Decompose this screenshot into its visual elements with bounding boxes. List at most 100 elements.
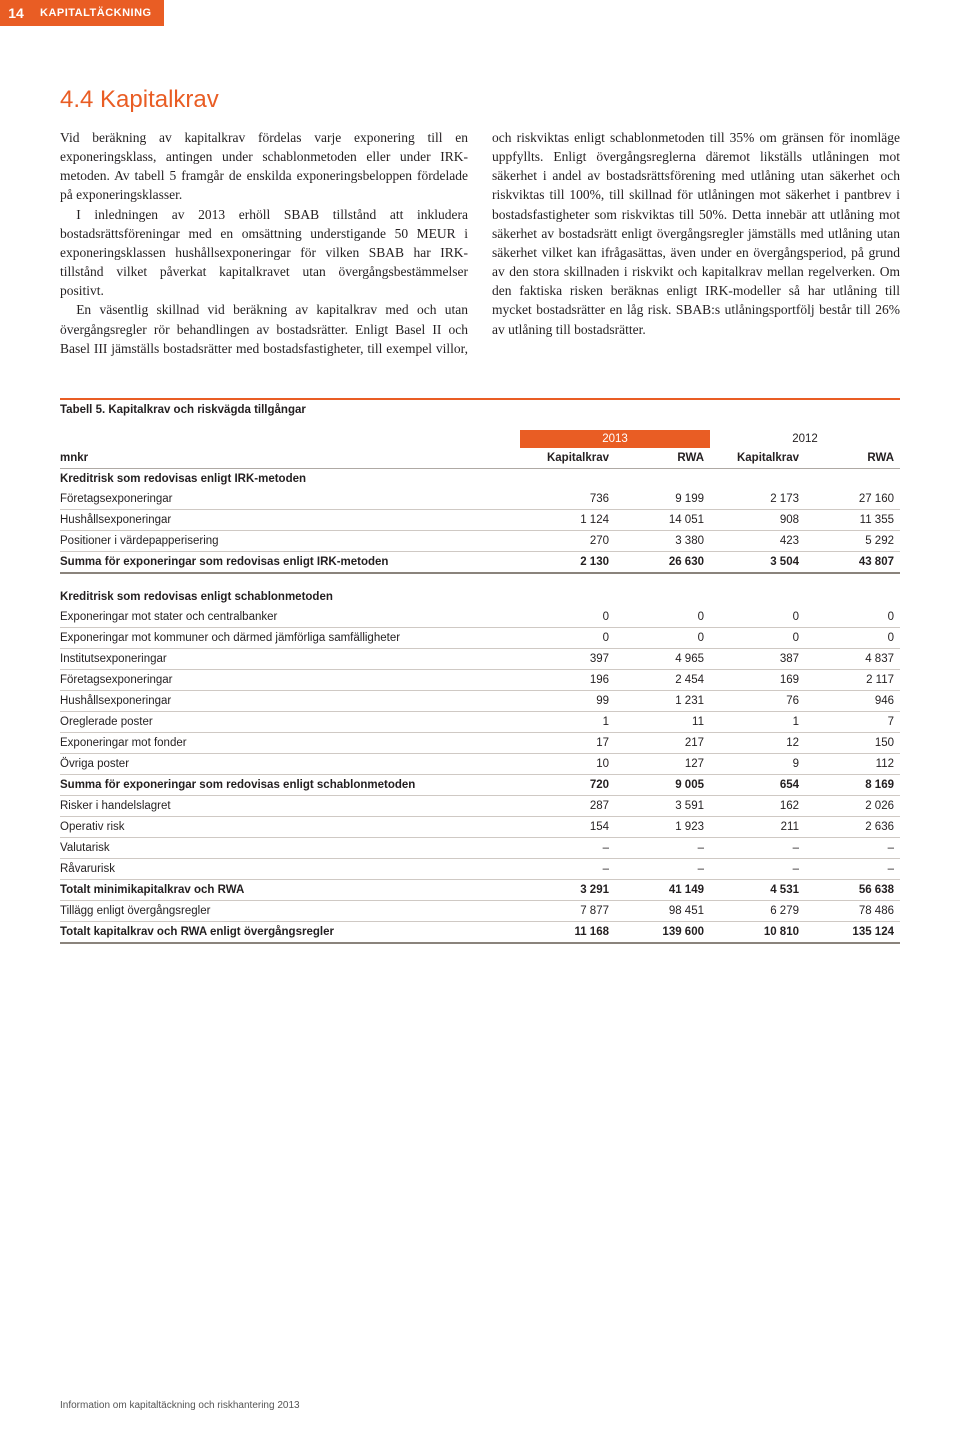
row-val-d: 56 638 [805,879,900,900]
row-val-c: 908 [710,509,805,530]
row-val-a: 17 [520,732,615,753]
row-label: Exponeringar mot fonder [60,732,520,753]
row-val-c: 10 810 [710,921,805,943]
row-val-a: 270 [520,530,615,551]
row-val-c: – [710,858,805,879]
col-kap-2013: Kapitalkrav [520,448,615,469]
row-label: Totalt minimikapitalkrav och RWA [60,879,520,900]
row-val-a: 397 [520,648,615,669]
section-4-row: Tillägg enligt övergångsregler7 87798 45… [60,900,900,921]
row-val-b: 139 600 [615,921,710,943]
page-header: 14 KAPITALTÄCKNING [0,0,960,26]
row-val-a: 0 [520,607,615,628]
table-rule [60,398,900,400]
row-val-c: 211 [710,816,805,837]
unit-label: mnkr [60,448,520,469]
row-val-c: – [710,837,805,858]
section-3-rows: Risker i handelslagret2873 5911622 026Op… [60,795,900,879]
row-val-c: 423 [710,530,805,551]
row-val-b: 9 199 [615,489,710,510]
year-2013: 2013 [520,430,710,448]
row-val-d: 4 837 [805,648,900,669]
row-label: Operativ risk [60,816,520,837]
row-val-a: 287 [520,795,615,816]
table-row: Institutsexponeringar3974 9653874 837 [60,648,900,669]
row-val-d: 78 486 [805,900,900,921]
section-1-head: Kreditrisk som redovisas enligt IRK-meto… [60,468,900,489]
row-val-d: 2 026 [805,795,900,816]
row-label: Tillägg enligt övergångsregler [60,900,520,921]
row-label: Summa för exponeringar som redovisas enl… [60,551,520,573]
col-kap-2012: Kapitalkrav [710,448,805,469]
row-val-d: 27 160 [805,489,900,510]
section-3-sum: Totalt minimikapitalkrav och RWA3 29141 … [60,879,900,900]
row-label: Övriga poster [60,753,520,774]
row-val-a: 0 [520,627,615,648]
section-1-sum: Summa för exponeringar som redovisas enl… [60,551,900,573]
row-val-b: – [615,837,710,858]
row-val-b: 11 [615,711,710,732]
section-2-head: Kreditrisk som redovisas enligt schablon… [60,587,900,607]
row-val-a: 720 [520,774,615,795]
section-name: KAPITALTÄCKNING [32,0,164,26]
row-val-c: 162 [710,795,805,816]
row-val-c: 0 [710,627,805,648]
row-val-d: 2 117 [805,669,900,690]
page-content: 4.4 Kapitalkrav Vid beräkning av kapital… [0,26,960,944]
body-text: Vid beräkning av kapitalkrav fördelas va… [60,128,900,358]
table-row: Risker i handelslagret2873 5911622 026 [60,795,900,816]
section-2-rows: Exponeringar mot stater och centralbanke… [60,607,900,775]
row-label: Exponeringar mot stater och centralbanke… [60,607,520,628]
row-val-d: 5 292 [805,530,900,551]
para-2: I inledningen av 2013 erhöll SBAB tillst… [60,205,468,301]
page-footer: Information om kapitaltäckning och riskh… [60,1400,300,1411]
row-val-b: 0 [615,627,710,648]
row-val-c: 169 [710,669,805,690]
row-val-a: 736 [520,489,615,510]
table-row: Råvarurisk–––– [60,858,900,879]
row-val-c: 654 [710,774,805,795]
row-label: Valutarisk [60,837,520,858]
table-row: Oreglerade poster11117 [60,711,900,732]
row-val-d: 0 [805,627,900,648]
year-row: 2013 2012 [60,430,900,448]
row-val-c: 3 504 [710,551,805,573]
column-headers: mnkr Kapitalkrav RWA Kapitalkrav RWA [60,448,900,469]
row-val-c: 6 279 [710,900,805,921]
table-row: Valutarisk–––– [60,837,900,858]
row-label: Risker i handelslagret [60,795,520,816]
row-label: Totalt kapitalkrav och RWA enligt övergå… [60,921,520,943]
table-row: Hushållsexponeringar991 23176946 [60,690,900,711]
row-val-c: 4 531 [710,879,805,900]
row-val-b: 98 451 [615,900,710,921]
row-val-d: 8 169 [805,774,900,795]
row-val-a: 10 [520,753,615,774]
table-row: Övriga poster101279112 [60,753,900,774]
row-val-d: 946 [805,690,900,711]
page-number: 14 [0,0,32,26]
row-val-d: 11 355 [805,509,900,530]
row-val-a: 1 [520,711,615,732]
row-val-c: 9 [710,753,805,774]
row-val-d: 43 807 [805,551,900,573]
row-val-c: 1 [710,711,805,732]
row-val-c: 76 [710,690,805,711]
row-val-c: 0 [710,607,805,628]
row-val-b: 9 005 [615,774,710,795]
row-label: Oreglerade poster [60,711,520,732]
row-val-d: 135 124 [805,921,900,943]
row-val-a: 1 124 [520,509,615,530]
table-row: Positioner i värdepapperisering2703 3804… [60,530,900,551]
row-val-b: 41 149 [615,879,710,900]
row-val-a: – [520,837,615,858]
section-1-rows: Företagsexponeringar7369 1992 17327 160H… [60,489,900,552]
table-row: Exponeringar mot stater och centralbanke… [60,607,900,628]
row-val-b: 2 454 [615,669,710,690]
row-val-b: 127 [615,753,710,774]
table-row: Operativ risk1541 9232112 636 [60,816,900,837]
row-label: Institutsexponeringar [60,648,520,669]
row-val-a: 3 291 [520,879,615,900]
year-2012: 2012 [710,430,900,448]
row-label: Hushållsexponeringar [60,690,520,711]
row-val-c: 2 173 [710,489,805,510]
